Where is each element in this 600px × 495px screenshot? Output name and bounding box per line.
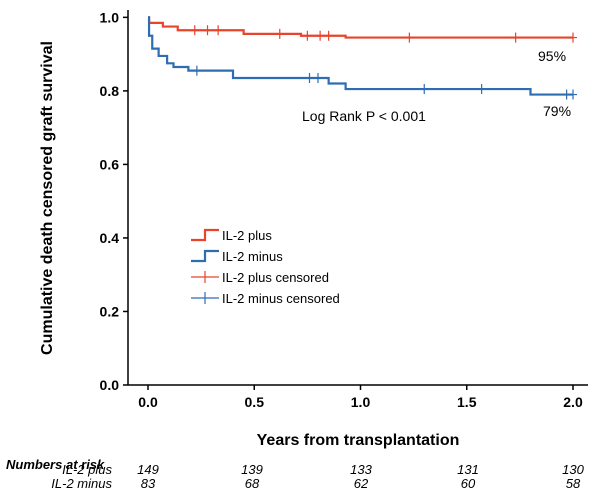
x-tick-label: 1.5 xyxy=(457,394,477,410)
legend-swatch xyxy=(191,292,219,304)
censor-mark xyxy=(275,28,284,39)
legend-item: IL-2 plus censored xyxy=(191,270,329,285)
y-tick-label: 0.6 xyxy=(100,156,120,172)
y-tick-label: 0.2 xyxy=(100,303,120,319)
risk-value: 68 xyxy=(245,476,260,491)
censor-mark xyxy=(316,30,325,41)
legend-label: IL-2 plus censored xyxy=(222,270,329,285)
risk-row-label: IL-2 minus xyxy=(51,476,112,491)
minus-final-percent: 79% xyxy=(543,103,571,119)
x-tick-label: 0.0 xyxy=(138,394,158,410)
censor-mark xyxy=(214,25,223,36)
y-tick-label: 0.4 xyxy=(100,230,120,246)
legend-swatch xyxy=(191,271,219,283)
censor-mark xyxy=(314,73,322,84)
numbers-at-risk-table: Numbers at risk IL-2 plus 149 139 133 131 130… xyxy=(6,457,585,491)
series-layer xyxy=(147,16,577,100)
censor-mark xyxy=(477,84,486,95)
risk-row-label: IL-2 plus xyxy=(62,462,112,477)
x-tick-label: 0.5 xyxy=(245,394,265,410)
censor-mark xyxy=(405,32,414,43)
x-ticks: 0.0 0.5 1.0 1.5 2.0 xyxy=(138,385,583,410)
censor-mark xyxy=(192,65,201,76)
risk-value: 83 xyxy=(141,476,156,491)
censor-mark xyxy=(190,25,199,36)
y-tick-label: 0.0 xyxy=(100,377,120,393)
censor-mark xyxy=(203,25,212,36)
y-axis-title: Cumulative death censored graft survival xyxy=(39,41,56,355)
risk-value: 60 xyxy=(461,476,476,491)
censor-mark xyxy=(420,84,429,95)
legend: IL-2 plus IL-2 minus IL-2 plus censored IL-… xyxy=(191,228,340,306)
series-line-il2-plus xyxy=(147,16,573,39)
log-rank-annotation: Log Rank P < 0.001 xyxy=(302,108,426,124)
risk-value: 58 xyxy=(566,476,581,491)
legend-label: IL-2 minus censored xyxy=(222,291,340,306)
risk-value: 131 xyxy=(457,462,479,477)
legend-item: IL-2 minus censored xyxy=(191,291,340,306)
legend-item: IL-2 plus xyxy=(191,228,272,243)
risk-value: 133 xyxy=(350,462,372,477)
censor-mark xyxy=(511,32,520,43)
plus-final-percent: 95% xyxy=(538,48,566,64)
y-tick-label: 0.8 xyxy=(100,83,120,99)
x-axis-title: Years from transplantation xyxy=(257,432,460,449)
x-tick-label: 1.0 xyxy=(351,394,371,410)
censor-mark xyxy=(305,73,314,84)
censor-mark xyxy=(303,30,312,41)
legend-label: IL-2 plus xyxy=(222,228,272,243)
censor-mark xyxy=(569,32,577,43)
legend-swatch xyxy=(191,249,219,263)
legend-swatch xyxy=(191,228,219,242)
series-line-il2-minus xyxy=(147,16,573,96)
risk-value: 130 xyxy=(562,462,584,477)
legend-label: IL-2 minus xyxy=(222,249,283,264)
x-tick-label: 2.0 xyxy=(563,394,583,410)
y-tick-label: 1.0 xyxy=(100,9,120,25)
censor-mark xyxy=(569,89,577,100)
risk-value: 62 xyxy=(354,476,369,491)
legend-item: IL-2 minus xyxy=(191,249,283,264)
risk-value: 139 xyxy=(241,462,263,477)
y-ticks: 0.0 0.2 0.4 0.6 0.8 1.0 xyxy=(100,9,128,393)
censor-mark xyxy=(324,30,333,41)
risk-value: 149 xyxy=(137,462,159,477)
risk-table-title: Numbers at risk xyxy=(6,457,105,472)
